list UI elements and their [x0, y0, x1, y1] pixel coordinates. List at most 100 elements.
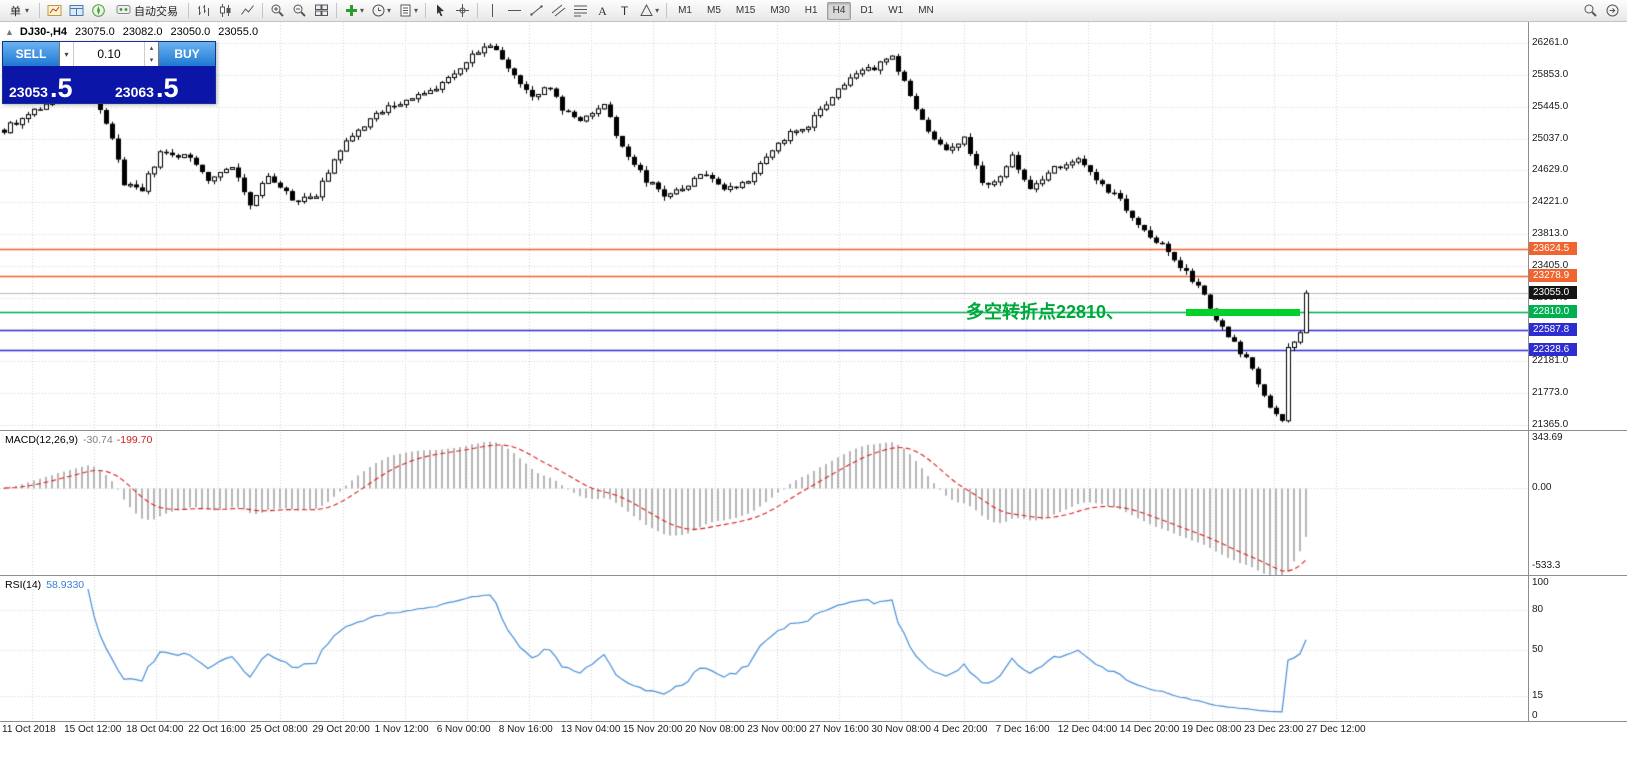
spinner-down-icon[interactable]: ▾: [149, 57, 154, 64]
macd-signal-value: -199.70: [116, 434, 153, 446]
data-window-icon[interactable]: [66, 1, 87, 20]
rsi-axis-label: 100: [1532, 577, 1549, 588]
sell-button[interactable]: SELL: [3, 42, 59, 66]
navigator-icon[interactable]: [88, 1, 109, 20]
price-tag-support-upper: 22587.8: [1529, 322, 1577, 336]
ohlc-close: 23055.0: [218, 26, 259, 38]
time-axis-label: 30 Nov 08:00: [871, 724, 931, 735]
time-axis-label: 22 Oct 16:00: [188, 724, 246, 735]
one-click-trading-panel: SELL ▾ ▴ ▾ BUY 23053 .5 23063 .5: [2, 41, 216, 104]
time-axis-label: 15 Oct 12:00: [64, 724, 122, 735]
timeframe-group: M1 M5 M15 M30 H1 H4 D1 W1 MN: [671, 1, 941, 20]
caret-down-icon: ▾: [25, 6, 30, 15]
time-axis-label: 7 Dec 16:00: [995, 724, 1050, 735]
macd-axis-label: -533.3: [1532, 559, 1561, 571]
chart-symbol-icon: ▲: [5, 27, 14, 37]
fibonacci-icon[interactable]: [570, 1, 591, 20]
indicators-icon[interactable]: ▾: [341, 1, 367, 20]
macd-axis-label: 0.00: [1532, 482, 1552, 494]
rsi-axis-label: 80: [1532, 603, 1544, 615]
timeframe-w1-button[interactable]: W1: [888, 4, 904, 16]
caret-down-icon: ▾: [655, 6, 660, 15]
new-order-button[interactable]: 单 ▾: [4, 1, 35, 21]
volume-input[interactable]: [74, 42, 144, 66]
price-axis-label: 21365.0: [1532, 419, 1569, 430]
spinner-up-icon[interactable]: ▴: [149, 45, 154, 52]
autotrade-button[interactable]: 自动交易: [110, 1, 184, 21]
time-axis-label: 15 Nov 20:00: [623, 724, 683, 735]
price-axis-label: 23405.0: [1532, 259, 1569, 271]
price-chart-canvas[interactable]: [0, 22, 1528, 430]
tile-windows-icon[interactable]: [311, 1, 332, 20]
market-watch-icon[interactable]: [44, 1, 65, 20]
volume-dropdown-icon[interactable]: ▾: [60, 42, 74, 66]
symbol-period-label: DJ30-,H4: [19, 26, 67, 38]
time-axis-label: 27 Dec 12:00: [1306, 724, 1366, 735]
pivot-highlight-line[interactable]: [1186, 309, 1300, 317]
zoom-out-icon[interactable]: [289, 1, 310, 20]
price-tag-current-price: 23055.0: [1529, 286, 1577, 300]
cursor-icon[interactable]: [430, 1, 451, 20]
time-axis-label: 18 Oct 04:00: [126, 724, 184, 735]
timeframe-m30-button[interactable]: M30: [770, 4, 790, 16]
timeframe-m5-button[interactable]: M5: [706, 4, 721, 16]
panel-divider-rsi[interactable]: [0, 575, 1627, 576]
line-chart-icon[interactable]: [237, 1, 258, 20]
time-axis[interactable]: 11 Oct 2018 15 Oct 12:00 18 Oct 04:00 22 Oc…: [0, 722, 1528, 740]
price-axis-label: 25037.0: [1532, 132, 1569, 144]
time-axis-label: 11 Oct 2018: [2, 724, 56, 735]
autoscroll-icon[interactable]: [1602, 1, 1623, 20]
price-axis-label: 25853.0: [1532, 68, 1569, 80]
vline-icon[interactable]: [482, 1, 503, 20]
text-icon[interactable]: A: [592, 1, 613, 20]
ask-frac: .5: [155, 73, 179, 103]
rsi-canvas[interactable]: [0, 577, 1528, 720]
bar-chart-icon[interactable]: [193, 1, 214, 20]
timeframe-h1-button[interactable]: H1: [804, 4, 818, 16]
time-axis-label: 20 Nov 08:00: [685, 724, 745, 735]
template-icon[interactable]: ▾: [395, 1, 421, 20]
macd-canvas[interactable]: [0, 432, 1528, 575]
toolbar-separator: [39, 3, 41, 18]
timeframe-m15-button[interactable]: M15: [735, 4, 756, 16]
timeframe-d1-button[interactable]: D1: [860, 4, 874, 16]
shapes-icon[interactable]: ▾: [636, 1, 662, 20]
time-axis-label: 8 Nov 16:00: [498, 724, 553, 735]
buy-button[interactable]: BUY: [159, 42, 215, 66]
timeframe-m1-button[interactable]: M1: [678, 4, 692, 16]
volume-stepper: ▾ ▴ ▾: [59, 42, 159, 66]
window-icons-group: [44, 1, 109, 20]
zoom-in-icon[interactable]: [267, 1, 288, 20]
time-axis-label: 27 Nov 16:00: [809, 724, 869, 735]
panel-divider-timeaxis: [0, 721, 1627, 722]
crosshair-icon[interactable]: [452, 1, 473, 20]
candles-icon[interactable]: [215, 1, 236, 20]
toolbar-separator: [336, 3, 338, 18]
price-axis-label: 25445.0: [1532, 100, 1569, 112]
pivot-annotation-text[interactable]: 多空转折点22810、: [966, 302, 1125, 322]
price-tag-resistance-upper: 23624.5: [1529, 241, 1577, 255]
volume-spinner[interactable]: ▴ ▾: [144, 42, 158, 66]
price-tag-pivot: 22810.0: [1529, 305, 1577, 319]
panel-divider-macd[interactable]: [0, 430, 1627, 431]
label-icon[interactable]: T: [614, 1, 635, 20]
rsi-axis-label: 50: [1532, 643, 1544, 655]
toolbar-right-group: [1580, 1, 1623, 20]
autotrade-icon: [116, 2, 131, 20]
toolbar-separator: [262, 3, 264, 18]
search-icon[interactable]: [1580, 1, 1601, 20]
toolbar-separator: [666, 3, 668, 18]
channel-icon[interactable]: [548, 1, 569, 20]
ohlc-open: 23075.0: [75, 26, 115, 38]
macd-name: MACD(12,26,9): [5, 434, 78, 446]
trendline-icon[interactable]: [526, 1, 547, 20]
autotrade-label: 自动交易: [134, 5, 179, 18]
hline-icon[interactable]: [504, 1, 525, 20]
timeframe-h4-button[interactable]: H4: [826, 1, 852, 20]
ohlc-low: 23050.0: [170, 26, 211, 38]
toolbar-separator: [477, 3, 479, 18]
timeframe-icon[interactable]: ▾: [368, 1, 394, 20]
rsi-axis-label: 15: [1532, 690, 1544, 702]
timeframe-mn-button[interactable]: MN: [918, 4, 934, 16]
chart-tools-group: ▾ ▾ ▾ A T ▾: [193, 1, 670, 20]
